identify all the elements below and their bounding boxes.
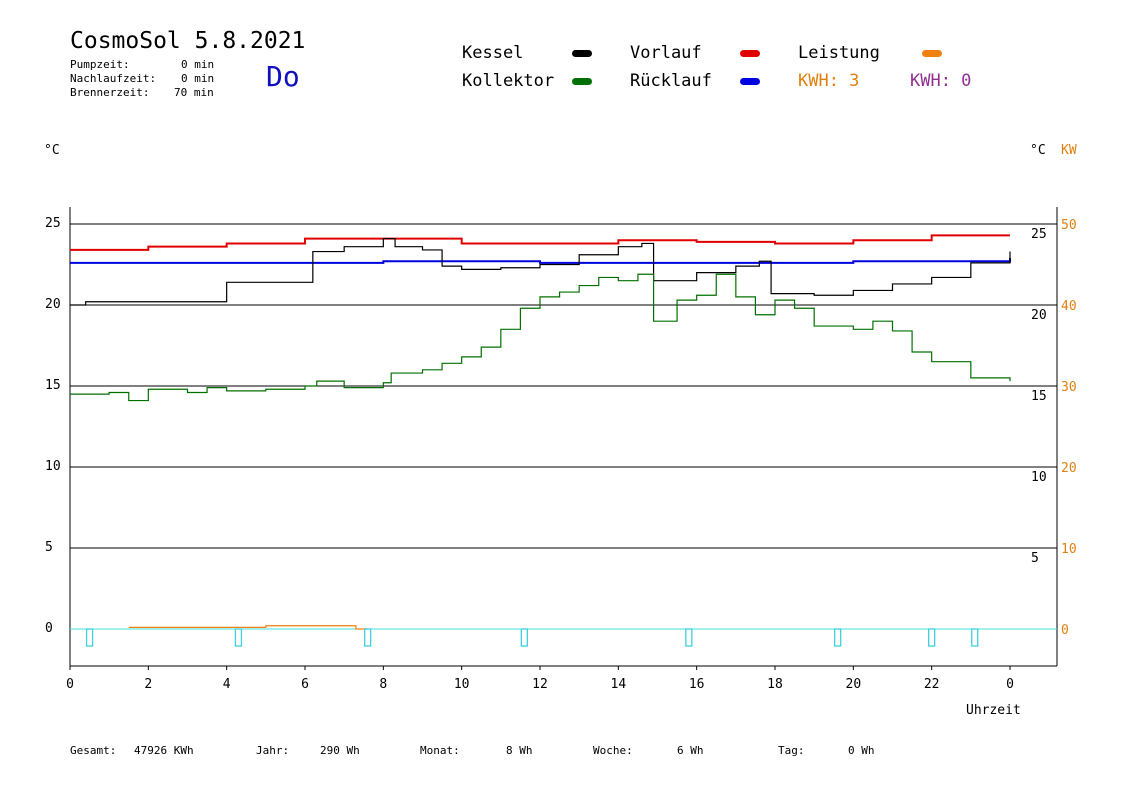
burner-marker (85, 628, 94, 647)
x-tick-label: 12 (532, 677, 548, 692)
burner-marker (520, 628, 528, 647)
stat-pumpzeit-value: 0 min (181, 58, 215, 71)
y-left-tick-label: 10 (45, 459, 61, 474)
burner-marker (971, 628, 979, 647)
kwh-solar: KWH: 3 (798, 71, 860, 91)
stat-brennerzeit-label: Brennerzeit: (70, 86, 150, 99)
footer-gesamt-label: Gesamt: (70, 744, 117, 757)
y-left-tick-label: 20 (45, 297, 61, 312)
y-left-tick-label: 0 (45, 621, 53, 636)
y-right-tick-label: 5 (1031, 551, 1039, 566)
burner-marker (834, 628, 842, 647)
burner-marker (364, 628, 372, 647)
legend-label-leistung: Leistung (798, 43, 880, 63)
y-right-tick-label: 10 (1031, 470, 1047, 485)
y-kw-tick-label: 10 (1061, 542, 1077, 557)
y-kw-tick-label: 50 (1061, 218, 1077, 233)
footer-jahr-label: Jahr: (256, 744, 290, 757)
y-right-tick-label: 25 (1031, 227, 1047, 242)
footer-tag-label: Tag: (778, 744, 805, 757)
x-tick-label: 0 (1006, 677, 1014, 692)
x-tick-label: 4 (223, 677, 231, 692)
footer-woche-value: 6 Wh (677, 744, 704, 757)
y-left-tick-label: 5 (45, 540, 53, 555)
legend-label-kessel: Kessel (462, 43, 524, 63)
y-right-tick-label: 20 (1031, 308, 1047, 323)
legend-label-kollektor: Kollektor (462, 71, 555, 91)
stat-brennerzeit-value: 70 min (174, 86, 214, 99)
stat-nachlaufzeit-label: Nachlaufzeit: (70, 72, 157, 85)
series-line-vorlauf (70, 234, 1010, 251)
burner-marker (928, 628, 936, 647)
y-left-tick-label: 15 (45, 378, 61, 393)
kwh-burner: KWH: 0 (910, 71, 972, 91)
footer-tag-value: 0 Wh (848, 744, 875, 757)
stat-nachlaufzeit-value: 0 min (181, 72, 215, 85)
y-kw-tick-label: 20 (1061, 461, 1077, 476)
x-tick-label: 8 (379, 677, 387, 692)
legend-swatch-leistung (922, 50, 942, 57)
y-kw-tick-label: 40 (1061, 299, 1077, 314)
x-tick-label: 16 (689, 677, 705, 692)
footer-gesamt-value: 47926 KWh (134, 744, 194, 757)
series-line-kollektor (70, 273, 1011, 402)
page-title: CosmoSol 5.8.2021 (70, 28, 306, 54)
y-kw-tick-label: 30 (1061, 380, 1077, 395)
legend-label-ruecklauf: Rücklauf (630, 71, 712, 91)
stat-pumpzeit-label: Pumpzeit: (70, 58, 130, 71)
legend-swatch-kessel (572, 50, 592, 57)
series-line-leistung (128, 625, 368, 630)
footer-woche-label: Woche: (593, 744, 633, 757)
x-tick-label: 2 (144, 677, 152, 692)
x-tick-label: 0 (66, 677, 74, 692)
weekday-label: Do (266, 60, 300, 93)
legend-swatch-kollektor (572, 78, 592, 85)
x-tick-label: 22 (924, 677, 940, 692)
unit-right-kw: KW (1061, 143, 1077, 158)
x-tick-label: 18 (767, 677, 783, 692)
x-tick-label: 10 (454, 677, 470, 692)
y-right-tick-label: 15 (1031, 389, 1047, 404)
unit-right-c: °C (1030, 143, 1046, 158)
legend-swatch-vorlauf (740, 50, 760, 57)
legend-swatch-ruecklauf (740, 78, 760, 85)
x-tick-label: 6 (301, 677, 309, 692)
series-line-kessel (70, 237, 1011, 306)
legend-label-vorlauf: Vorlauf (630, 43, 702, 63)
x-tick-label: 14 (611, 677, 627, 692)
series-line-rücklauf (70, 258, 1011, 264)
burner-marker (234, 628, 243, 647)
burner-marker (685, 628, 693, 647)
unit-left: °C (44, 143, 60, 158)
y-kw-tick-label: 0 (1061, 623, 1069, 638)
footer-monat-label: Monat: (420, 744, 460, 757)
footer-monat-value: 8 Wh (506, 744, 533, 757)
x-tick-label: 20 (846, 677, 862, 692)
y-left-tick-label: 25 (45, 216, 61, 231)
footer-jahr-value: 290 Wh (320, 744, 360, 757)
x-axis-label: Uhrzeit (966, 703, 1021, 718)
